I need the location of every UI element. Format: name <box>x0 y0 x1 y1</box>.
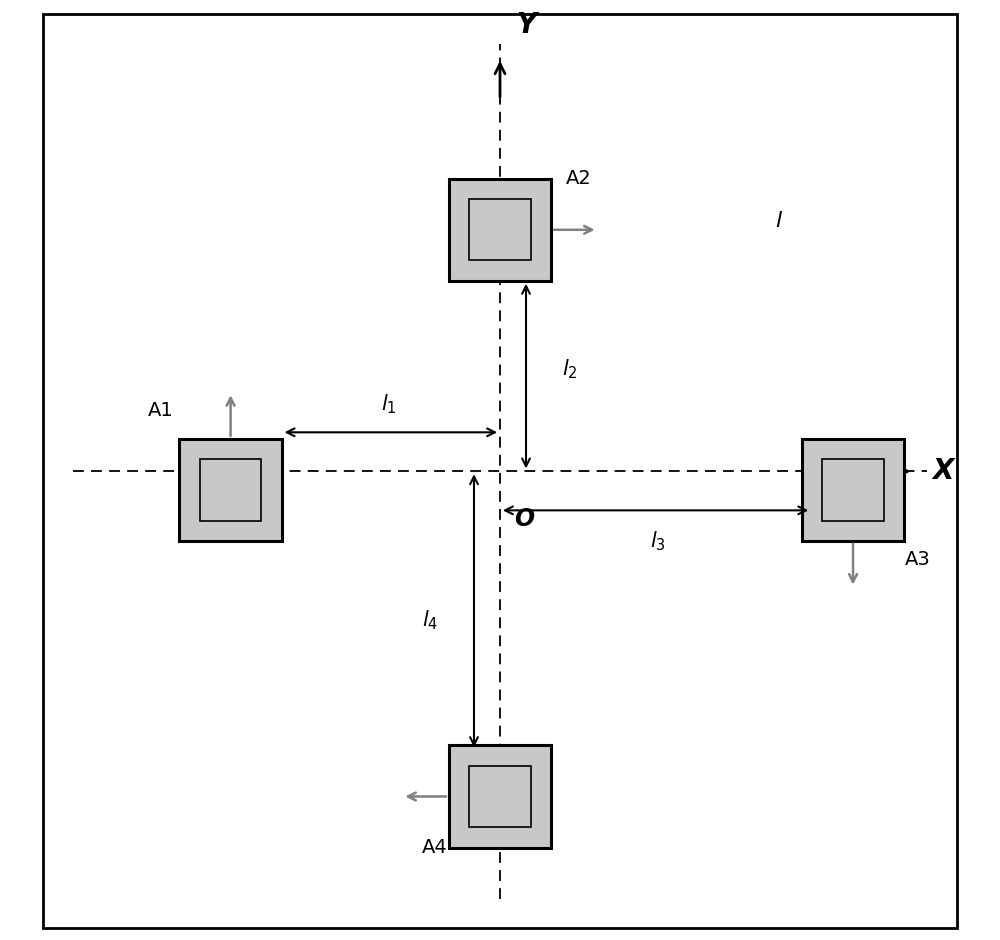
Text: l: l <box>776 211 782 230</box>
Text: $l_{1}$: $l_{1}$ <box>381 393 396 416</box>
Text: $l_{2}$: $l_{2}$ <box>562 357 578 381</box>
Bar <box>469 199 531 260</box>
Bar <box>200 460 261 521</box>
Text: A4: A4 <box>422 838 448 857</box>
Text: A2: A2 <box>566 169 592 188</box>
Text: A3: A3 <box>905 550 931 569</box>
Text: X: X <box>932 458 953 485</box>
Bar <box>469 766 531 827</box>
Text: $l_{3}$: $l_{3}$ <box>650 529 666 553</box>
Text: O: O <box>514 507 534 531</box>
Bar <box>822 460 884 521</box>
Text: Y: Y <box>517 11 537 39</box>
Text: $l_{4}$: $l_{4}$ <box>422 608 438 632</box>
Bar <box>449 179 551 281</box>
Text: A1: A1 <box>148 401 174 420</box>
Bar <box>449 745 551 848</box>
Bar <box>179 439 282 541</box>
Bar <box>802 439 904 541</box>
